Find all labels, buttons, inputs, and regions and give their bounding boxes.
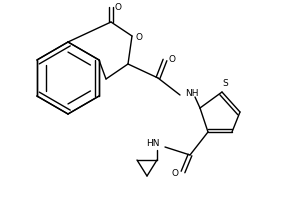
Text: S: S: [222, 79, 228, 88]
Text: O: O: [169, 54, 176, 64]
Text: O: O: [115, 3, 122, 12]
Text: NH: NH: [185, 88, 199, 98]
Text: O: O: [136, 32, 142, 42]
Text: HN: HN: [146, 138, 160, 148]
Text: O: O: [172, 170, 178, 178]
